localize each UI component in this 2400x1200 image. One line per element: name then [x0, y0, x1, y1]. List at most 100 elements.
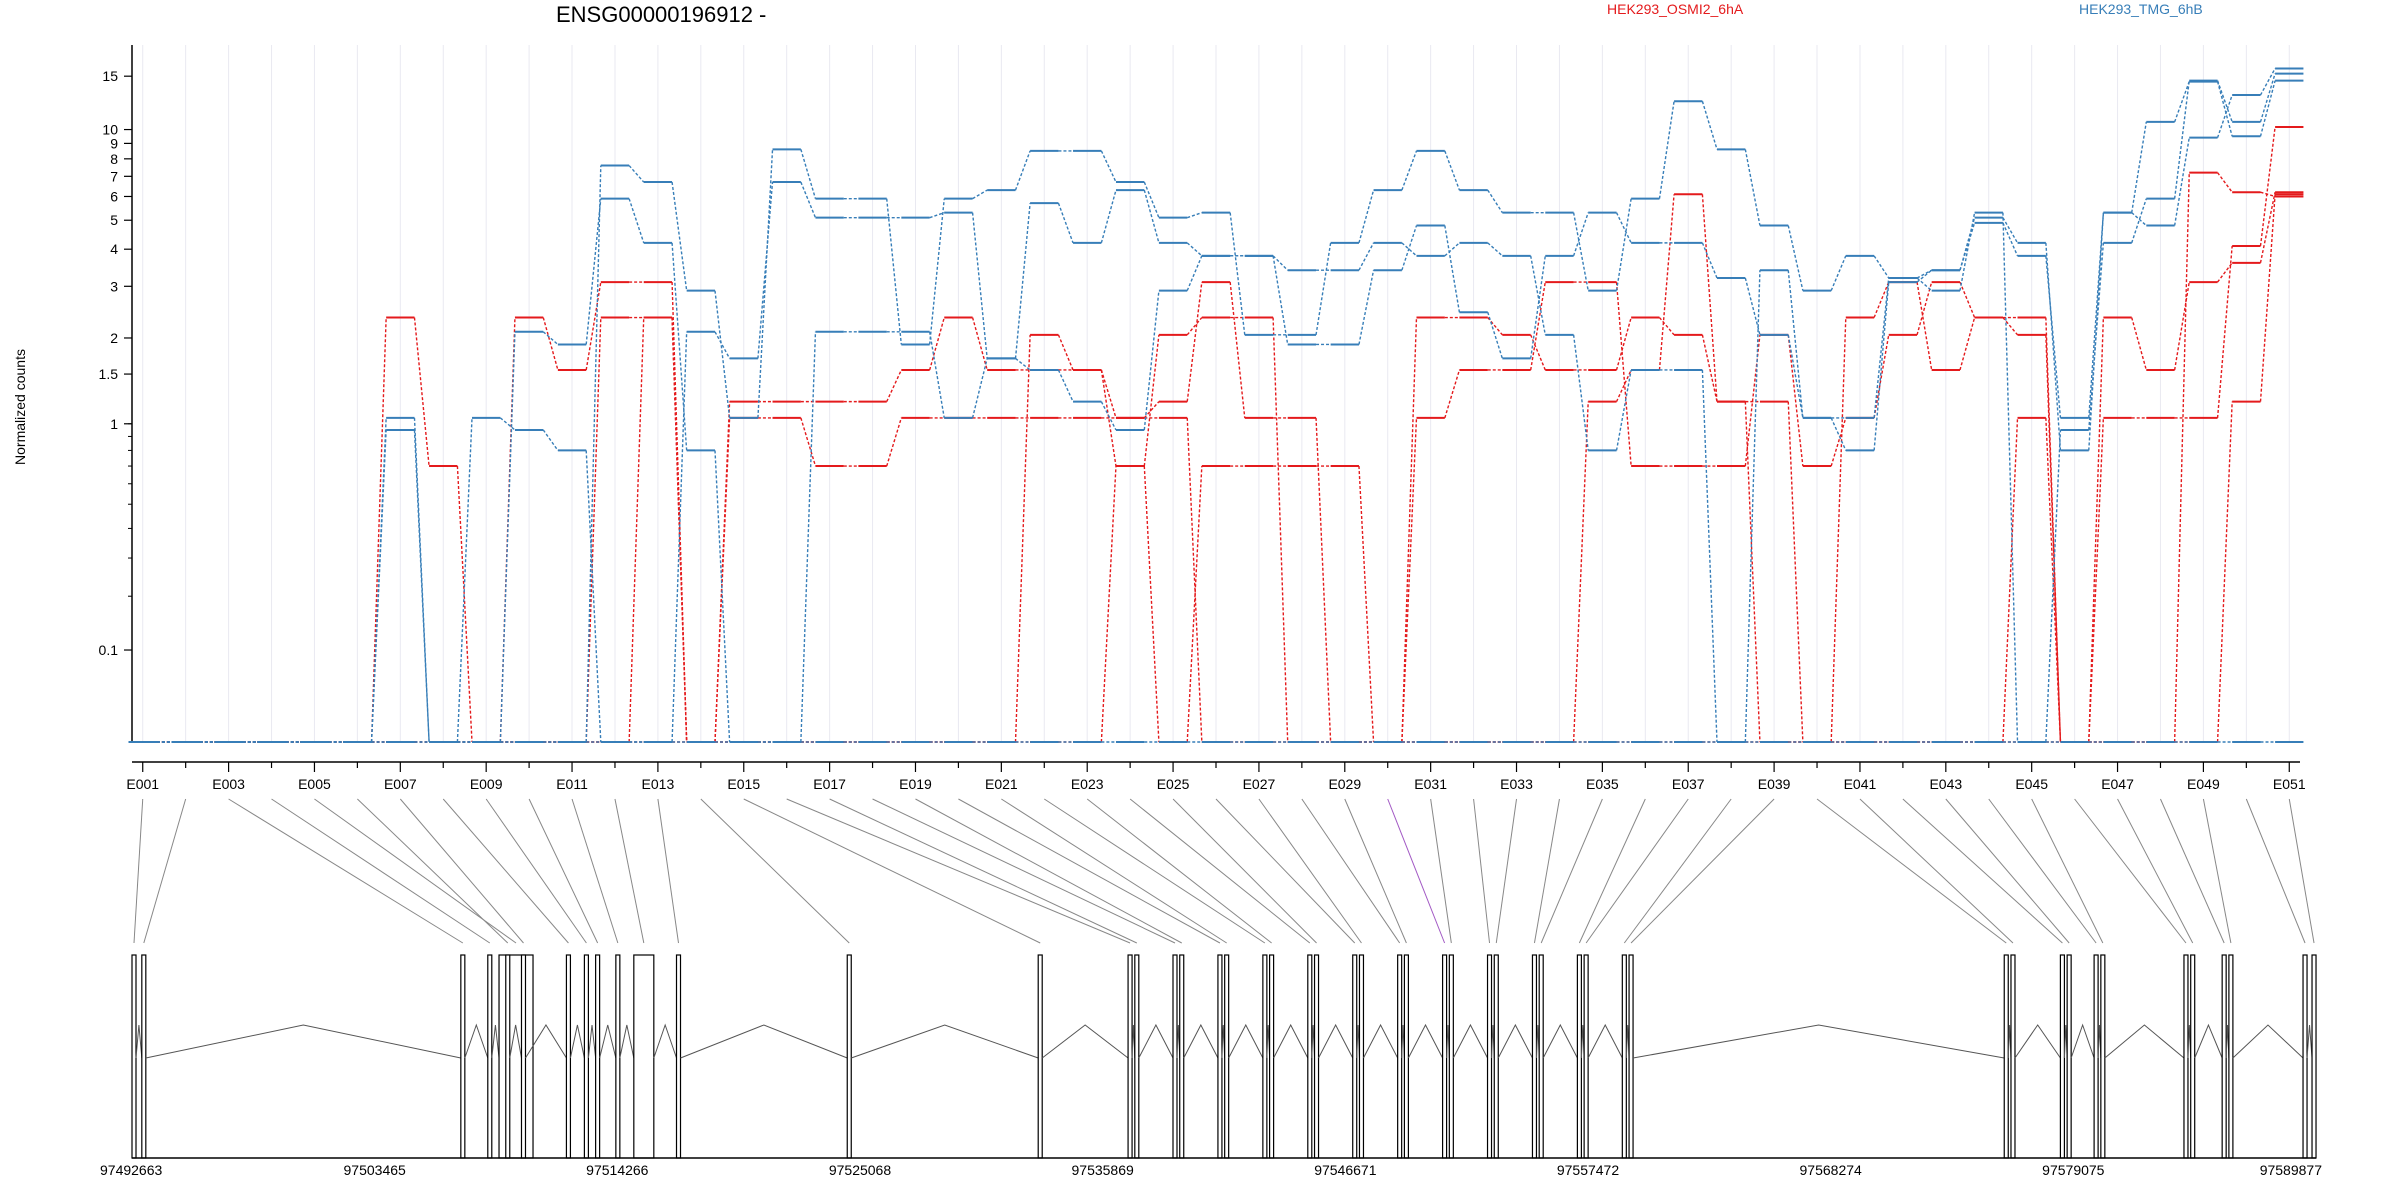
exon-box [1583, 954, 1589, 1159]
data-connector [585, 165, 602, 743]
intron-line [1228, 1023, 1264, 1059]
intron-line [569, 1024, 585, 1059]
y-tick-label: 1.5 [99, 366, 119, 382]
data-connector [456, 466, 473, 743]
x-tick-label: E027 [1243, 776, 1276, 792]
data-connector [1787, 401, 1804, 743]
intron-line [1183, 1023, 1219, 1059]
intron-line [619, 1024, 635, 1059]
data-connector [2260, 191, 2276, 198]
data-connector [1143, 181, 1160, 218]
x-tick-label: E045 [2015, 776, 2048, 792]
data-connector [1787, 334, 1804, 467]
data-connector [2045, 317, 2062, 743]
exon-connector [357, 798, 509, 944]
exon-box [2100, 954, 2106, 1159]
data-connector [1530, 334, 1546, 371]
genomic-tick-label: 97557472 [1557, 1162, 1620, 1178]
exon-connector [1988, 798, 2097, 944]
data-connector [2173, 172, 2190, 743]
data-connector [2045, 429, 2062, 743]
y-tick-label: 8 [110, 151, 118, 167]
exon-box [2311, 954, 2317, 1159]
intron-line [1273, 1023, 1309, 1059]
data-connector [1014, 334, 1031, 743]
exon-box [2302, 954, 2308, 1159]
intron-line [599, 1024, 617, 1059]
data-connector [1744, 270, 1761, 743]
exon-connector [2074, 798, 2187, 944]
data-connector [1529, 255, 1546, 335]
data-connector [1873, 277, 1890, 418]
exon-connector [1430, 798, 1452, 944]
exon-box [675, 954, 682, 1159]
data-connector [628, 198, 645, 244]
data-connector [1701, 242, 1718, 279]
intron-line [135, 1024, 143, 1059]
exon-box [1628, 954, 1634, 1159]
data-connector [1701, 101, 1718, 150]
exon-connector [1533, 798, 1560, 944]
data-connector [800, 417, 817, 467]
exon-box [2093, 954, 2099, 1159]
data-connector [1100, 150, 1117, 183]
data-connector [1186, 466, 1203, 743]
data-connector [1916, 269, 1932, 279]
intron-line [851, 1024, 1039, 1059]
exon-box [1134, 954, 1140, 1159]
data-connector [886, 198, 903, 345]
data-connector [1572, 401, 1589, 743]
data-connector [1143, 290, 1160, 431]
data-connector [2002, 417, 2019, 743]
intron-line [2104, 1024, 2185, 1059]
exon-connector [829, 798, 1138, 944]
series-layer [128, 67, 2304, 743]
x-tick-label: E033 [1500, 776, 1533, 792]
data-connector [2173, 281, 2190, 371]
exon-box [565, 954, 572, 1159]
data-connector [928, 198, 945, 345]
data-connector [1014, 203, 1031, 359]
intron-line [587, 1024, 597, 1059]
data-connector [671, 331, 688, 743]
exon-connector [1945, 798, 2070, 944]
data-connector [2216, 94, 2233, 138]
data-connector [1272, 255, 1289, 271]
x-tick-label: E043 [1929, 776, 1962, 792]
y-tick-label: 3 [110, 278, 118, 294]
intron-line [1542, 1023, 1578, 1059]
data-connector [585, 317, 602, 743]
data-connector [1187, 211, 1203, 219]
data-connector [929, 211, 945, 219]
data-connector [886, 417, 902, 467]
exon-connector [1540, 798, 1603, 944]
data-connector [2131, 198, 2147, 244]
data-connector [2002, 222, 2019, 257]
grid-lines [142, 45, 2290, 742]
exon-box [1441, 954, 1448, 1159]
y-axis-label: Normalized counts [12, 349, 28, 465]
exon-connector [485, 798, 587, 944]
data-connector [1959, 222, 1976, 271]
data-connector [1830, 417, 1847, 467]
exon-connector [915, 798, 1182, 944]
exon-connector [872, 798, 1176, 944]
data-connector [757, 149, 774, 418]
x-tick-label: E013 [642, 776, 675, 792]
data-connector [1873, 255, 1890, 279]
data-connector [1444, 150, 1461, 191]
exon-connector [528, 798, 599, 944]
data-connector [1358, 242, 1375, 271]
data-connector [1444, 242, 1460, 257]
exon-connector [1859, 798, 2014, 944]
exon-box [633, 954, 655, 1159]
y-tick-label: 10 [102, 122, 118, 138]
exon-box [615, 954, 621, 1159]
exon-box [595, 954, 601, 1159]
data-connector [1787, 225, 1804, 291]
data-connector [757, 181, 774, 359]
data-connector [714, 450, 731, 743]
data-connector [1615, 212, 1632, 244]
exon-box [498, 954, 534, 1159]
